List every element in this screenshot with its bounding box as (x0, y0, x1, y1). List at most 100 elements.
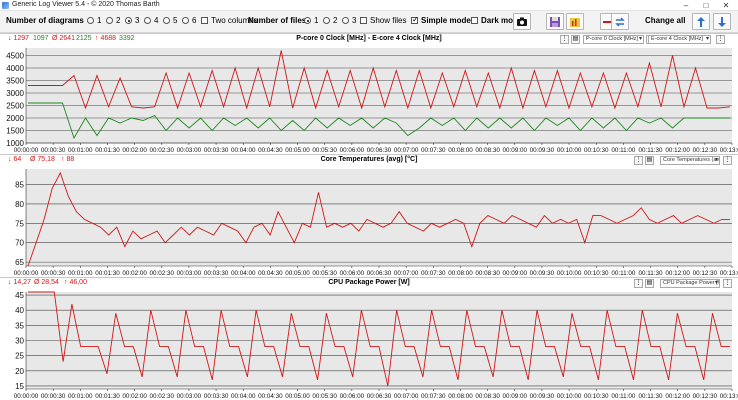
x-tick-label: 00:06:30 (367, 147, 392, 154)
x-tick-label: 00:04:30 (258, 393, 283, 400)
x-tick-label: 00:05:30 (312, 393, 337, 400)
y-tick-label: 85 (15, 181, 24, 190)
y-tick-label: 2000 (6, 114, 24, 123)
change-all-label: Change all (645, 16, 686, 25)
x-tick-label: 00:00:00 (14, 393, 39, 400)
x-tick-label: 00:07:00 (394, 270, 419, 277)
diagram-radio-5[interactable] (163, 17, 170, 24)
camera-icon (517, 17, 527, 26)
series-menu-button[interactable]: ⋮ (716, 35, 725, 44)
arrow-down-icon (718, 17, 726, 27)
series-select-1[interactable]: Core Temperatures (avg) (660, 156, 720, 165)
num-files-label: Number of files (248, 16, 307, 25)
stat-avg: Ø 75,18 (30, 156, 55, 163)
x-tick-label: 00:08:30 (475, 393, 500, 400)
screenshot-button[interactable] (513, 13, 531, 30)
panel-menu-button[interactable]: ⋮ (634, 279, 643, 288)
stat-min: ↓ 64 (8, 156, 22, 163)
x-tick-label: 00:03:00 (177, 147, 202, 154)
stat-max: ↑ 4688 (95, 35, 117, 42)
x-tick-label: 00:06:00 (340, 270, 365, 277)
num-diagrams-label: Number of diagrams (6, 16, 84, 25)
x-tick-label: 00:08:30 (475, 270, 500, 277)
diagram-radio-2[interactable] (106, 17, 113, 24)
x-tick-label: 00:09:30 (530, 393, 555, 400)
diagram-radio-1[interactable] (87, 17, 94, 24)
y-tick-label: 3000 (6, 89, 24, 98)
x-tick-label: 00:01:00 (68, 393, 93, 400)
x-tick-label: 00:03:00 (177, 393, 202, 400)
panel-file-button[interactable]: ▤ (645, 156, 654, 165)
diagram-radio-label-1: 1 (97, 16, 102, 25)
stat-max-2: 3392 (119, 35, 135, 42)
panel-menu-button[interactable]: ⋮ (634, 156, 643, 165)
swap-button[interactable] (611, 13, 629, 30)
x-tick-label: 00:08:00 (448, 270, 473, 277)
save-button[interactable] (546, 13, 564, 30)
minimize-button[interactable]: – (683, 1, 689, 10)
show-files-label: Show files (370, 16, 407, 25)
floppy-disk-icon (550, 17, 560, 27)
series-select-1[interactable]: CPU Package Power [W] (660, 279, 720, 288)
simple-mode-checkbox[interactable] (411, 15, 419, 24)
open-file-button[interactable] (566, 13, 584, 30)
x-tick-label: 00:03:30 (204, 147, 229, 154)
y-tick-label: 3500 (6, 77, 24, 86)
panel-menu-button[interactable]: ⋮ (560, 35, 569, 44)
x-tick-label: 00:07:00 (394, 147, 419, 154)
series-line-red (27, 171, 730, 267)
y-tick-label: 15 (15, 382, 24, 391)
x-tick-label: 00:08:30 (475, 147, 500, 154)
dark-mode-checkbox[interactable] (471, 17, 478, 24)
y-tick-label: 75 (15, 219, 24, 228)
diagram-radio-label-2: 2 (116, 16, 121, 25)
move-up-button[interactable] (692, 13, 710, 30)
x-tick-label: 00:07:30 (421, 393, 446, 400)
x-tick-label: 00:01:00 (68, 270, 93, 277)
x-tick-label: 00:12:00 (665, 147, 690, 154)
panel-file-button[interactable]: ▤ (645, 279, 654, 288)
diagram-radio-6[interactable] (182, 17, 189, 24)
x-tick-label: 00:12:00 (665, 270, 690, 277)
x-tick-label: 00:09:00 (503, 393, 528, 400)
move-down-button[interactable] (713, 13, 731, 30)
x-tick-label: 00:07:30 (421, 270, 446, 277)
y-tick-label: 1000 (6, 139, 24, 148)
file-radio-3[interactable] (342, 17, 349, 24)
toolbar: Number of diagrams 1 2 3 4 5 6 Two colum… (0, 11, 738, 33)
stat-avg-2: 2125 (76, 35, 92, 42)
series-select-2[interactable]: E-core 4 Clock [MHz] (648, 35, 711, 44)
arrow-up-icon (697, 17, 705, 27)
x-tick-label: 00:10:00 (557, 147, 582, 154)
y-tick-label: 30 (15, 337, 24, 346)
series-select-1[interactable]: P-core 0 Clock [MHz] (583, 35, 644, 44)
diagram-radio-3[interactable] (125, 17, 132, 24)
x-tick-label: 00:05:30 (312, 270, 337, 277)
x-tick-label: 00:01:30 (95, 270, 120, 277)
x-tick-label: 00:01:00 (68, 147, 93, 154)
x-tick-label: 00:08:00 (448, 393, 473, 400)
panel-file-button[interactable]: ▤ (571, 35, 580, 44)
x-tick-label: 00:12:00 (665, 393, 690, 400)
simple-mode-label: Simple mode (421, 16, 471, 25)
x-tick-label: 00:07:00 (394, 393, 419, 400)
series-menu-button[interactable]: ⋮ (723, 156, 732, 165)
panel-header: ↓ 14,27 Ø 28,54 ↑ 46,00 CPU Package Powe… (0, 278, 738, 290)
window-title: Generic Log Viewer 5.4 - © 2020 Thomas B… (12, 1, 160, 8)
show-files-checkbox[interactable] (360, 17, 367, 24)
series-menu-button[interactable]: ⋮ (723, 279, 732, 288)
x-tick-label: 00:04:00 (231, 393, 256, 400)
maximize-button[interactable]: □ (703, 1, 709, 10)
file-radio-1[interactable] (304, 17, 311, 24)
x-tick-label: 00:02:00 (122, 147, 147, 154)
close-button[interactable]: ✕ (722, 1, 730, 10)
two-columns-checkbox[interactable] (201, 17, 208, 24)
diagram-radio-label-6: 6 (192, 16, 197, 25)
x-tick-label: 00:00:30 (41, 270, 66, 277)
x-tick-label: 00:10:30 (584, 393, 609, 400)
y-tick-label: 35 (15, 321, 24, 330)
diagram-radio-4[interactable] (144, 17, 151, 24)
file-radio-2[interactable] (323, 17, 330, 24)
stat-min-2: 1097 (33, 35, 49, 42)
temperature-panel: ↓ 64 Ø 75,18 ↑ 88 Core Temperatures (avg… (0, 154, 738, 277)
